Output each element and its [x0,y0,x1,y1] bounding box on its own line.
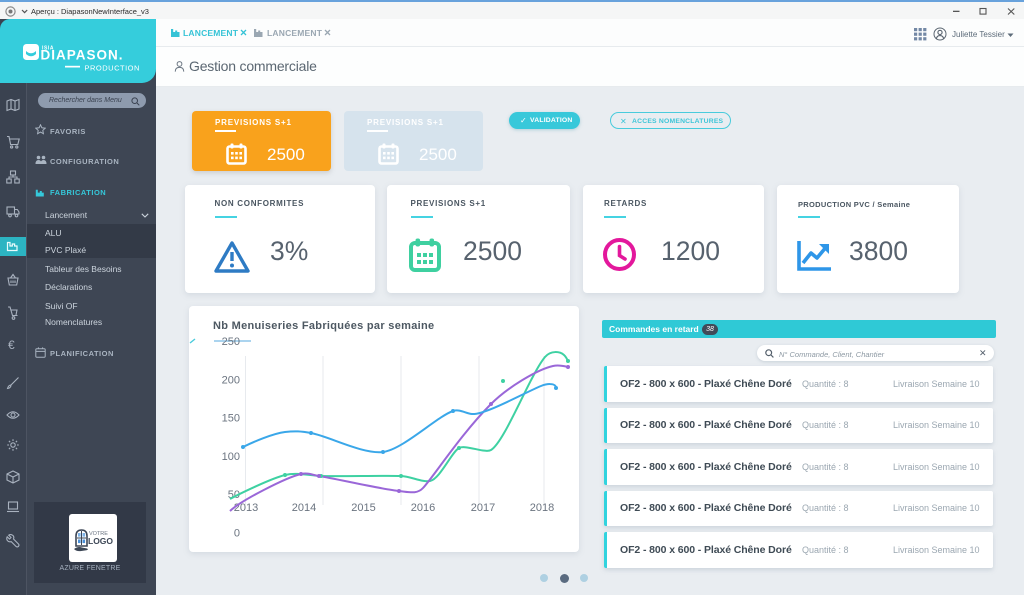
svg-text:VOTRE: VOTRE [89,531,108,537]
svg-text:2013: 2013 [234,502,258,514]
svg-text:ISIA: ISIA [42,46,54,52]
svg-text:0: 0 [234,528,240,540]
svg-text:2015: 2015 [351,502,375,514]
svg-text:DIAPASON.: DIAPASON. [41,48,124,63]
svg-text:2014: 2014 [292,502,316,514]
svg-text:2018: 2018 [530,502,554,514]
svg-text:2017: 2017 [471,502,495,514]
svg-text:100: 100 [222,451,240,463]
svg-text:150: 150 [222,413,240,425]
svg-text:2016: 2016 [411,502,435,514]
svg-text:250: 250 [222,336,240,348]
svg-text:200: 200 [222,375,240,387]
svg-text:LOGO: LOGO [88,536,113,546]
svg-text:PRODUCTION: PRODUCTION [85,64,140,73]
